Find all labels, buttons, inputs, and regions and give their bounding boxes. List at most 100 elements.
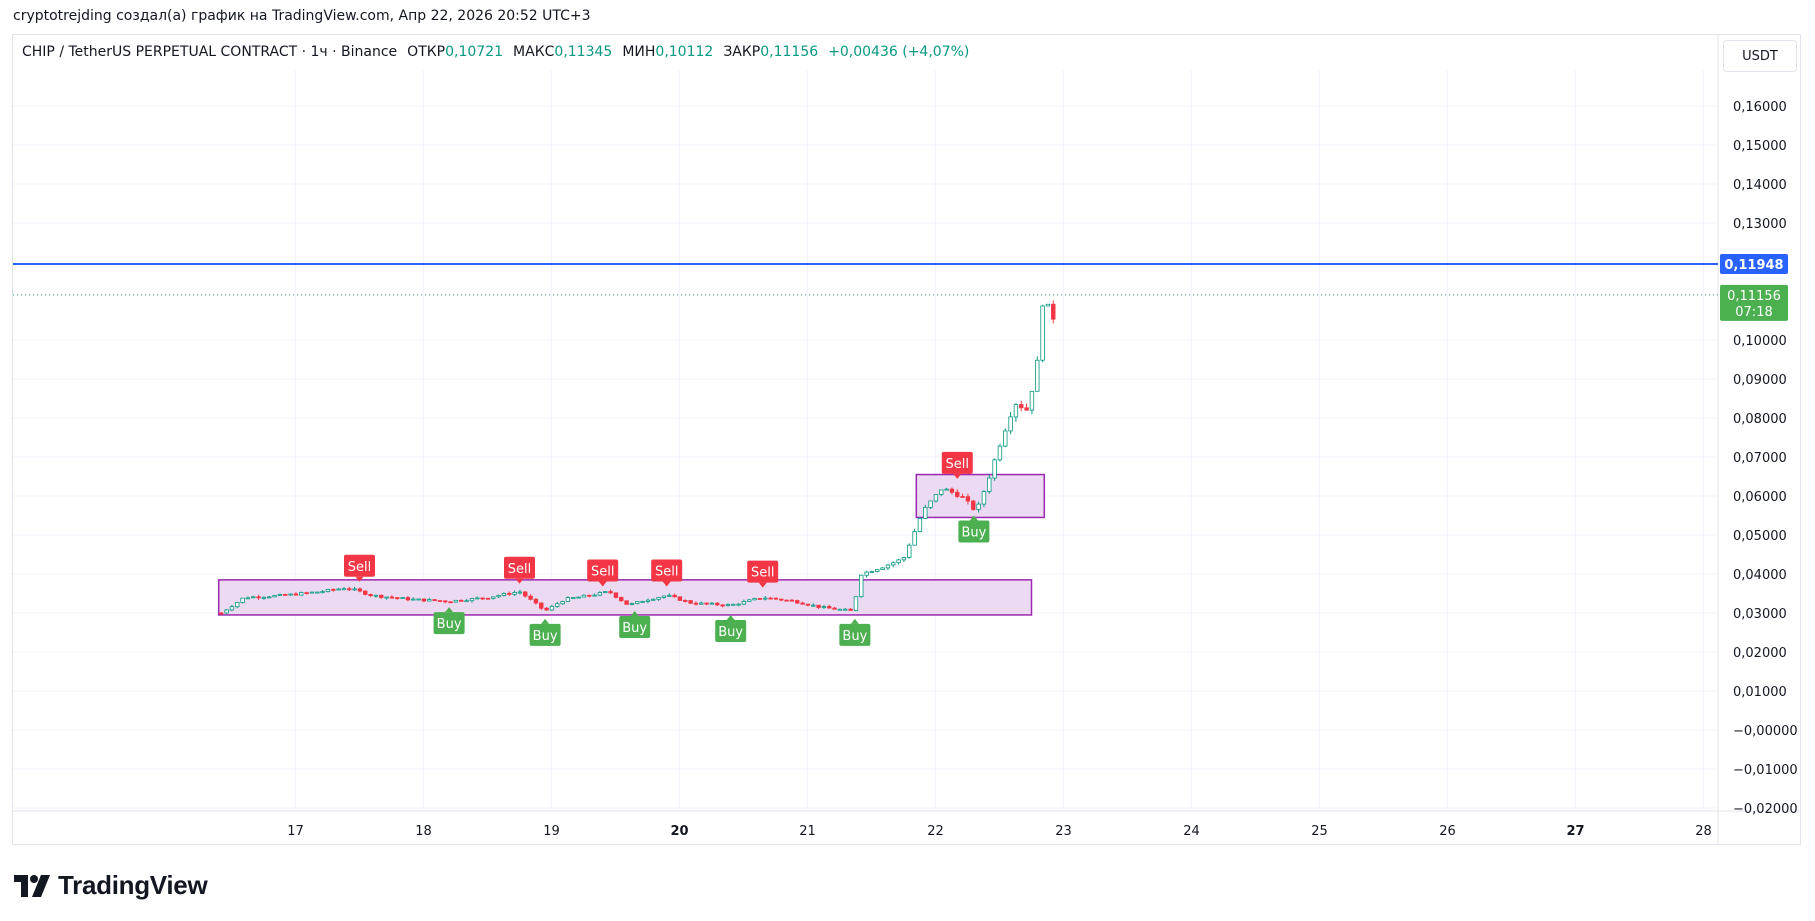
sell-signal-badge[interactable] [651,559,683,582]
candle-body [240,597,245,603]
candle-body [880,567,885,571]
candle-body [928,500,933,508]
buy-signal-badge[interactable] [619,616,651,639]
candle-body [523,591,528,597]
candle-body [912,531,917,546]
open-value: 0,10721 [445,44,504,60]
last-price-label: 0,11156 [1727,289,1781,304]
sell-signal-badge[interactable] [504,556,535,579]
candle-body [459,599,464,602]
candle-body [1035,359,1040,392]
candle-body [427,599,432,602]
y-tick-label: 0,04000 [1733,568,1787,583]
candle-body [251,596,256,599]
sell-signal-pointer [515,578,524,584]
candle-body [464,600,469,603]
candle-body [720,604,725,607]
candle-body [779,598,784,601]
close-value: 0,11156 [760,44,819,60]
candle-body [501,593,507,596]
candle-body [421,598,427,602]
x-tick-label: 17 [287,824,304,839]
candle-body [448,601,453,604]
y-tick-label: 0,07000 [1733,451,1787,466]
candle-body [843,608,848,611]
candle-body [709,602,715,605]
sell-signal-label: Sell [946,457,969,472]
y-tick-label: 0,10000 [1733,334,1787,349]
y-tick-label: 0,13000 [1733,217,1787,232]
candle-body [773,597,779,600]
zone-rectangle[interactable] [217,579,1033,616]
candle-body [901,557,907,561]
candle-body [853,596,859,611]
y-tick-label: 0,08000 [1733,412,1787,427]
candle-body [816,604,821,608]
y-tick-label: 0,15000 [1733,139,1787,154]
x-tick-label: 25 [1311,824,1328,839]
candle-body [1040,305,1045,361]
candle-body [261,596,267,599]
candle-body [357,588,363,592]
buy-signal-label: Buy [961,526,986,541]
buy-signal-badge[interactable] [529,623,561,646]
sell-signal-label: Sell [348,560,371,575]
sell-signal-badge[interactable] [747,560,779,583]
sell-signal-badge[interactable] [941,451,973,474]
buy-signal-badge[interactable] [839,623,871,646]
y-tick-label: −0,02000 [1733,802,1798,817]
symbol-name[interactable]: CHIP / TetherUS PERPETUAL CONTRACT · 1ч … [22,44,398,60]
candle-body [491,596,496,599]
candle-body [363,590,368,595]
sell-signal-pointer [598,581,607,587]
candle-body [624,600,629,605]
buy-signal-pointer [850,618,859,624]
tradingview-logo[interactable]: TradingView [14,870,208,901]
candle-body [1013,404,1019,418]
sell-signal-badge[interactable] [344,554,375,577]
y-tick-label: −0,01000 [1733,763,1798,778]
candle-body [400,597,405,599]
candle-body [224,609,229,614]
candle-body [267,596,272,599]
candle-body [288,593,293,596]
candle-body [688,600,693,604]
candle-body [416,598,421,601]
candle-body [549,605,555,611]
buy-signal-label: Buy [533,629,558,644]
currency-button[interactable]: USDT [1723,40,1797,72]
buy-signal-badge[interactable] [958,520,990,543]
x-tick-label: 27 [1566,824,1584,839]
candle-body [347,588,352,591]
candle-body [544,607,549,611]
x-tick-label: 20 [670,824,688,839]
candle-body [565,597,571,602]
candle-body [747,599,752,602]
candle-body [293,593,299,596]
candle-body [864,571,869,576]
change-value: +0,00436 (+4,07%) [828,44,970,60]
candle-body [987,477,992,492]
candle-body [512,592,517,595]
sell-signal-pointer [355,576,364,582]
sell-signal-badge[interactable] [587,559,619,582]
candle-body [256,596,261,599]
buy-signal-badge[interactable] [433,612,465,635]
candle-body [891,562,896,566]
candle-body [309,591,315,594]
candle-body [693,602,699,605]
candle-body [283,594,288,596]
candle-body [587,594,592,597]
candle-body [736,603,741,606]
candle-body [832,607,837,610]
y-tick-label: 0,01000 [1733,685,1787,700]
candle-body [480,597,485,600]
x-tick-label: 24 [1183,824,1200,839]
candle-body [581,594,587,598]
candle-body [800,602,805,605]
candle-body [1003,430,1008,447]
candle-body [379,594,384,598]
candle-body [837,608,843,611]
buy-signal-badge[interactable] [715,619,747,642]
